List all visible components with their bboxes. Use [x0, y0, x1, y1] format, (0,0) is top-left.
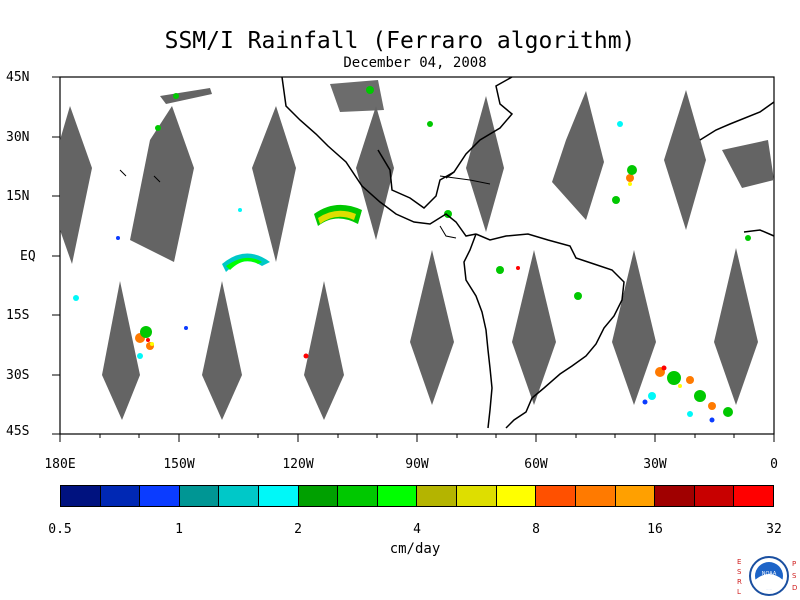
colorbar-swatch-4: [219, 486, 260, 506]
lat-label-15n: 15N: [6, 189, 30, 204]
lon-label-120w: 120W: [282, 457, 314, 472]
lat-label-eq: EQ: [20, 249, 36, 264]
axis-ticks: [52, 76, 775, 442]
logo-letter-s: S: [737, 568, 742, 576]
colorbar-swatch-15: [655, 486, 695, 506]
lat-label-30s: 30S: [6, 368, 30, 383]
colorbar-swatch-1: [100, 486, 141, 506]
colorbar-swatch-12: [536, 486, 576, 506]
colorbar-swatch-10: [457, 486, 497, 506]
rainfall-patches: [73, 86, 751, 423]
lon-label-90w: 90W: [405, 457, 429, 472]
colorbar-tick-16: 16: [647, 522, 663, 537]
map-title: SSM/I Rainfall (Ferraro algorithm): [164, 28, 636, 54]
colorbar-swatch-8: [377, 486, 418, 506]
colorbar-tick-32: 32: [766, 522, 782, 537]
logo-letter-p: P: [792, 560, 796, 568]
colorbar-swatch-2: [140, 486, 180, 506]
logo-letter-r: R: [737, 578, 742, 586]
colorbar-tick-4: 4: [413, 522, 421, 537]
noaa-logo: E S R L P S D NOAA: [737, 556, 797, 596]
colorbar-swatch-0: [61, 486, 101, 506]
colorbar-swatch-9: [417, 486, 458, 506]
colorbar-swatch-16: [694, 486, 735, 506]
colorbar-swatch-17: [734, 486, 773, 506]
colorbar-swatch-3: [179, 486, 220, 506]
colorbar-tick-8: 8: [532, 522, 540, 537]
lon-label-150w: 150W: [163, 457, 195, 472]
rainfall-map: [52, 76, 775, 442]
colorbar-swatch-5: [259, 486, 299, 506]
colorbar-units: cm/day: [389, 541, 441, 557]
logo-letter-s2: S: [792, 572, 797, 580]
lat-label-30n: 30N: [6, 130, 30, 145]
missing-data-swaths: [60, 80, 774, 420]
colorbar-swatch-7: [338, 486, 378, 506]
map-date: December 04, 2008: [343, 55, 487, 71]
logo-letter-e: E: [737, 558, 741, 566]
lat-label-45n: 45N: [6, 70, 30, 85]
colorbar-swatch-14: [615, 486, 656, 506]
lon-label-0: 0: [770, 457, 778, 472]
logo-letter-d: D: [792, 584, 797, 592]
colorbar-swatch-13: [575, 486, 616, 506]
noaa-emblem-text: NOAA: [762, 571, 777, 577]
lat-label-15s: 15S: [6, 308, 30, 323]
colorbar-tick-2: 2: [294, 522, 302, 537]
lon-label-180e: 180E: [44, 457, 76, 472]
lon-label-30w: 30W: [643, 457, 667, 472]
colorbar: [60, 485, 774, 507]
lon-label-60w: 60W: [524, 457, 548, 472]
colorbar-swatch-11: [496, 486, 537, 506]
colorbar-swatch-6: [298, 486, 339, 506]
coastlines: [119, 76, 775, 429]
colorbar-tick-1: 1: [175, 522, 183, 537]
colorbar-tick-0-5: 0.5: [48, 522, 72, 537]
logo-letter-l: L: [737, 588, 741, 596]
noaa-emblem-bird: [755, 574, 783, 590]
lat-label-45s: 45S: [6, 424, 30, 439]
